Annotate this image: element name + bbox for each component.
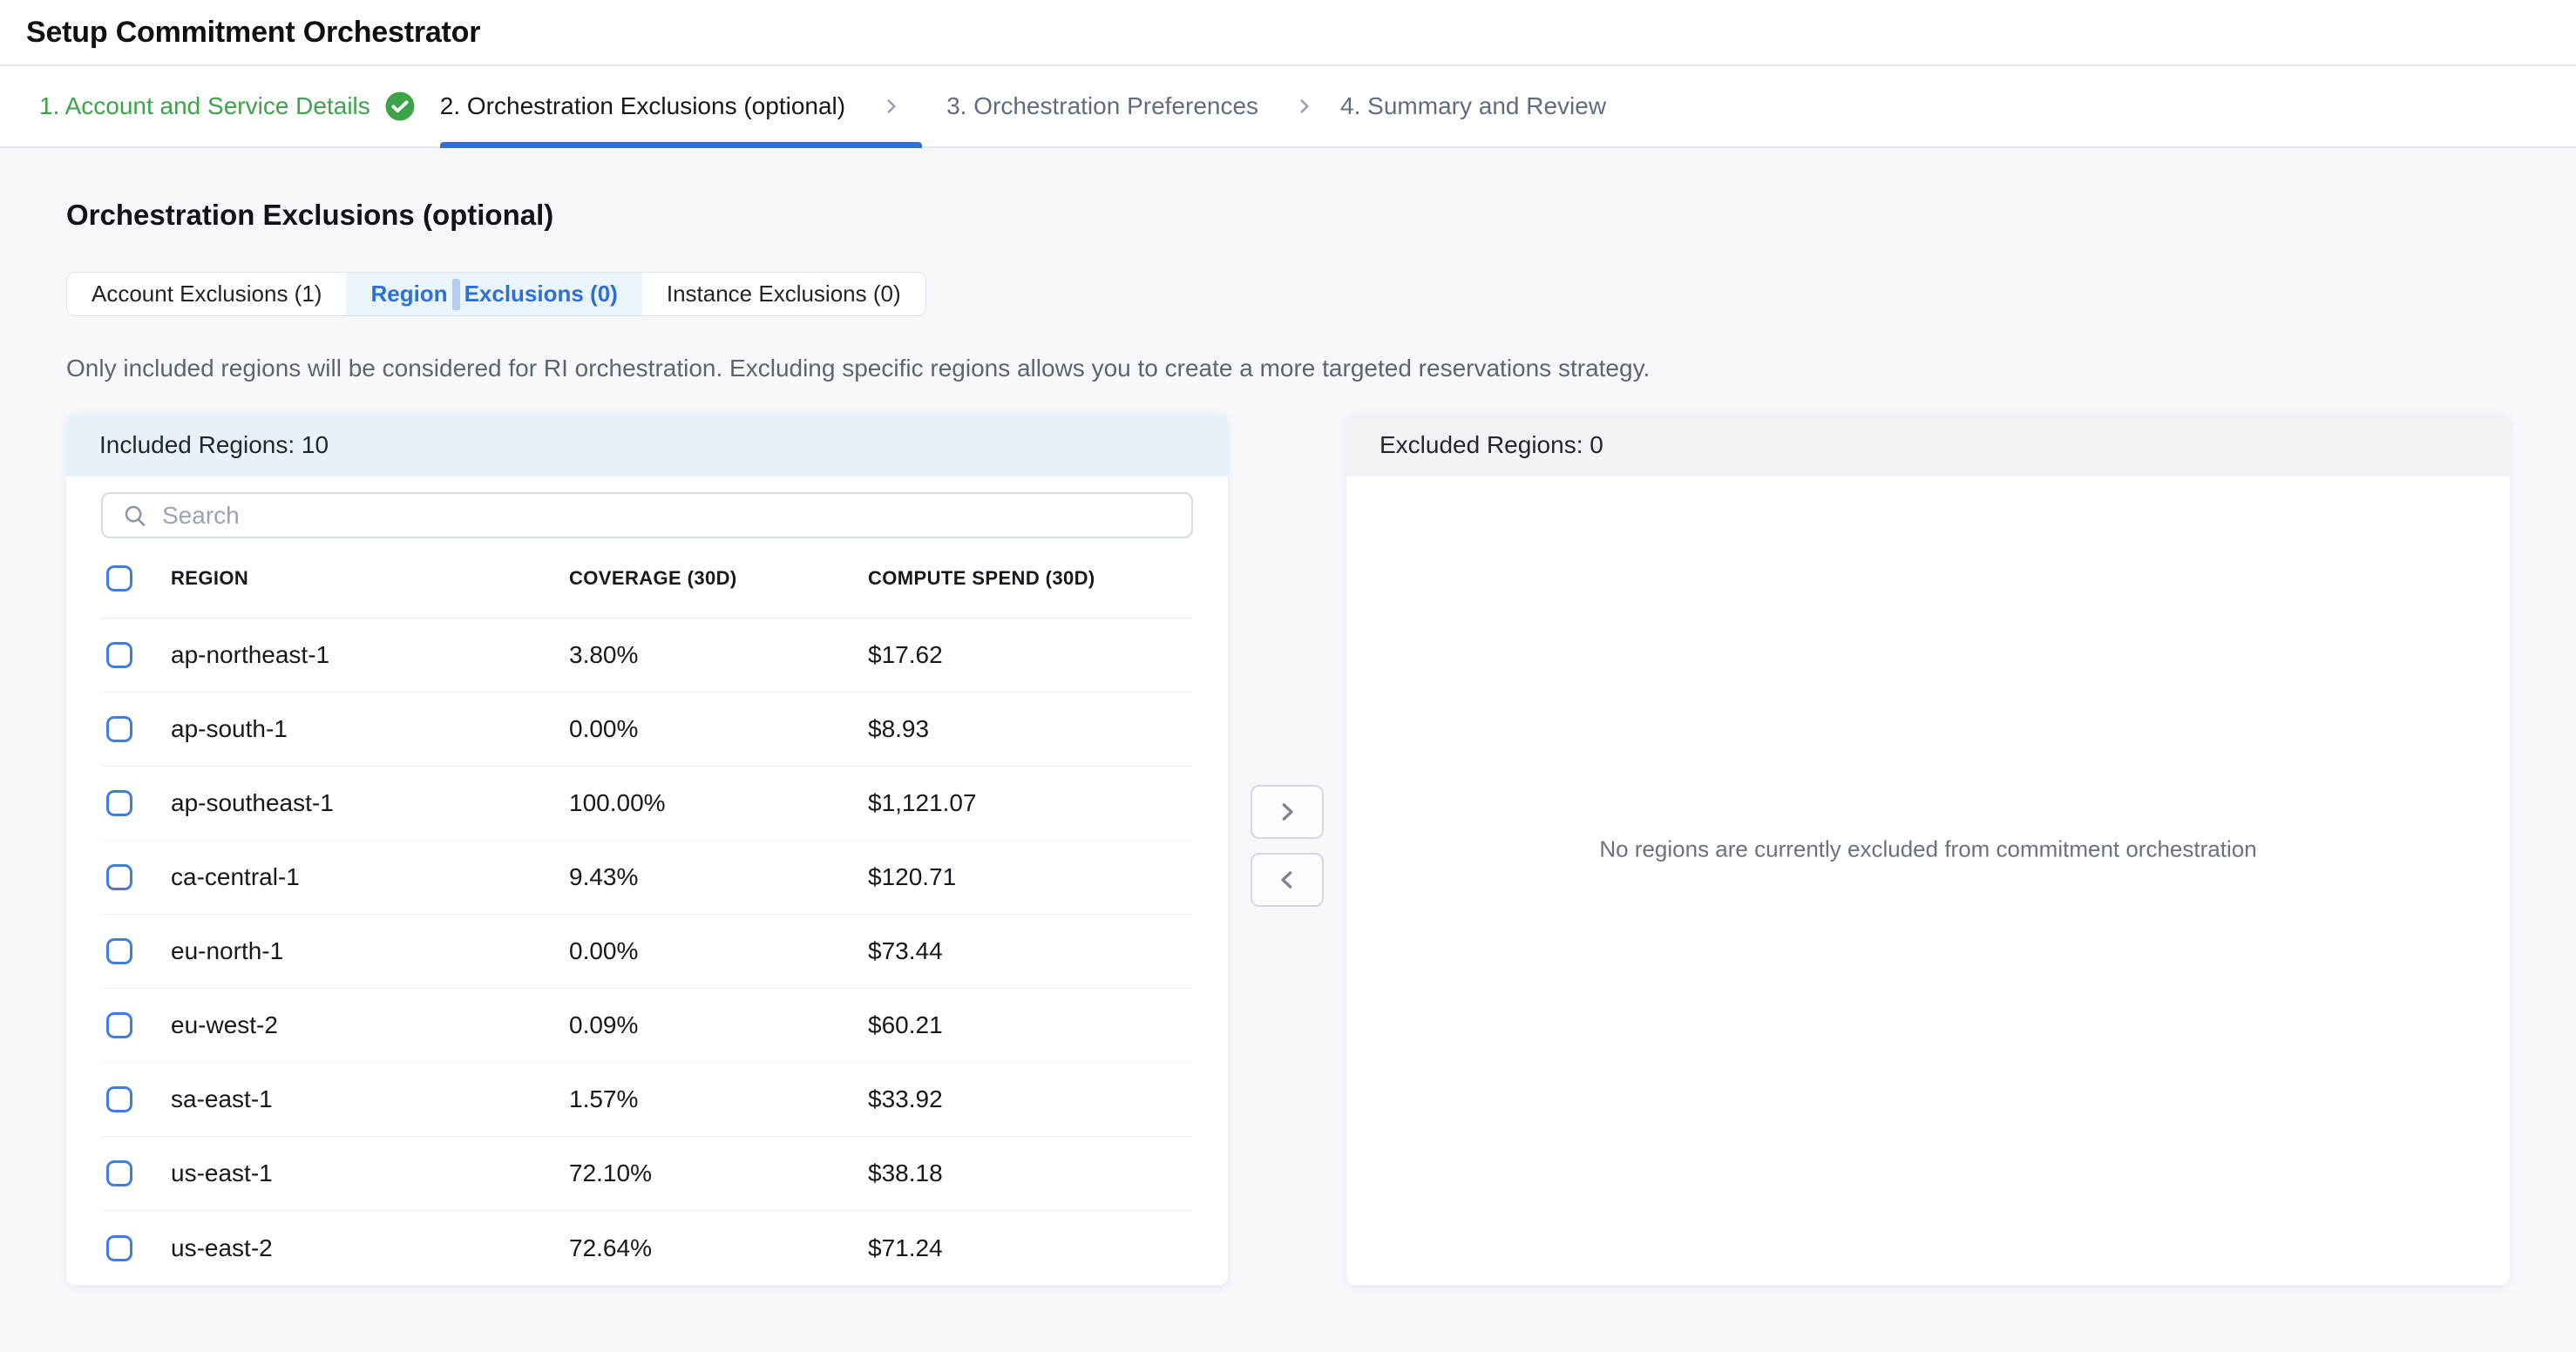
table-row[interactable]: us-east-1 72.10% $38.18 — [101, 1137, 1193, 1211]
excluded-empty-message: No regions are currently excluded from c… — [1599, 835, 2257, 862]
step-label: 2. Orchestration Exclusions (optional) — [439, 92, 846, 119]
step-label: 1. Account and Service Details — [39, 92, 370, 119]
step-orchestration-preferences[interactable]: 3. Orchestration Preferences — [946, 66, 1316, 146]
tab-instance-exclusions[interactable]: Instance Exclusions (0) — [666, 281, 901, 307]
region-transfer-panels: Included Regions: 10 REGION COVERAGE (30… — [66, 414, 2510, 1285]
row-checkbox[interactable] — [106, 864, 132, 890]
section-heading: Orchestration Exclusions (optional) — [66, 199, 554, 231]
table-row[interactable]: ap-northeast-1 3.80% $17.62 — [101, 619, 1193, 693]
step-label: 4. Summary and Review — [1340, 92, 1607, 119]
cell-coverage: 9.43% — [569, 863, 639, 890]
section-description: Only included regions will be considered… — [66, 355, 1651, 382]
row-checkbox[interactable] — [106, 938, 132, 964]
cell-coverage: 3.80% — [569, 641, 639, 668]
row-checkbox[interactable] — [106, 716, 132, 742]
cell-coverage: 1.57% — [569, 1085, 639, 1112]
tab-account-exclusions[interactable]: Account Exclusions (1) — [92, 281, 322, 307]
cell-region: ap-southeast-1 — [171, 789, 334, 816]
column-header-region: REGION — [171, 566, 249, 589]
page-title: Setup Commitment Orchestrator — [26, 15, 481, 49]
table-row[interactable]: eu-north-1 0.00% $73.44 — [101, 915, 1193, 989]
move-to-included-button[interactable] — [1251, 853, 1324, 907]
row-checkbox[interactable] — [106, 1086, 132, 1112]
excluded-regions-header: Excluded Regions: 0 — [1346, 414, 2510, 477]
move-to-excluded-button[interactable] — [1251, 785, 1324, 839]
cell-spend: $1,121.07 — [868, 789, 977, 816]
chevron-right-icon — [887, 99, 896, 113]
cell-coverage: 0.00% — [569, 937, 639, 964]
row-checkbox[interactable] — [106, 642, 132, 668]
region-table: REGION COVERAGE (30D) COMPUTE SPEND (30D… — [101, 538, 1193, 1285]
cell-region: sa-east-1 — [171, 1085, 273, 1112]
step-label: 3. Orchestration Preferences — [946, 92, 1259, 119]
step-summary-review[interactable]: 4. Summary and Review — [1340, 66, 1606, 146]
cell-spend: $17.62 — [868, 641, 943, 668]
cell-spend: $8.93 — [868, 715, 930, 742]
included-regions-panel: Included Regions: 10 REGION COVERAGE (30… — [66, 414, 1228, 1285]
step-account-service-details[interactable]: 1. Account and Service Details — [39, 66, 416, 146]
row-checkbox[interactable] — [106, 1012, 132, 1038]
row-checkbox[interactable] — [106, 1160, 132, 1186]
chevron-left-icon — [1281, 871, 1292, 889]
table-row[interactable]: sa-east-1 1.57% $33.92 — [101, 1063, 1193, 1137]
search-input[interactable] — [162, 501, 1172, 530]
chevron-right-icon — [1282, 803, 1293, 821]
cell-spend: $33.92 — [868, 1085, 943, 1112]
cell-region: us-east-2 — [171, 1234, 273, 1261]
row-checkbox[interactable] — [106, 790, 132, 816]
column-header-spend: COMPUTE SPEND (30D) — [868, 566, 1095, 589]
excluded-regions-panel: Excluded Regions: 0 No regions are curre… — [1346, 414, 2510, 1285]
region-search — [101, 492, 1193, 538]
cell-spend: $120.71 — [868, 863, 957, 890]
table-row[interactable]: eu-west-2 0.09% $60.21 — [101, 989, 1193, 1063]
cell-spend: $73.44 — [868, 937, 943, 964]
chevron-right-icon — [1300, 99, 1309, 113]
tab-region-exclusions[interactable]: Region Exclusions (0) — [346, 273, 642, 315]
step-complete-check-icon — [385, 91, 415, 121]
transfer-controls — [1228, 414, 1346, 1285]
cell-coverage: 100.00% — [569, 789, 666, 816]
text-cursor — [451, 278, 460, 310]
region-table-body: ap-northeast-1 3.80% $17.62 ap-south-1 0… — [101, 619, 1193, 1285]
cell-region: ap-northeast-1 — [171, 641, 330, 668]
select-all-checkbox[interactable] — [106, 564, 132, 592]
exclusion-type-tabs: Account Exclusions (1) Region Exclusions… — [66, 272, 926, 316]
row-checkbox[interactable] — [106, 1234, 132, 1261]
cell-coverage: 72.10% — [569, 1159, 652, 1186]
cell-spend: $71.24 — [868, 1234, 943, 1261]
cell-coverage: 72.64% — [569, 1234, 652, 1261]
included-regions-header: Included Regions: 10 — [66, 414, 1228, 477]
table-row[interactable]: us-east-2 72.64% $71.24 — [101, 1211, 1193, 1285]
table-row[interactable]: ca-central-1 9.43% $120.71 — [101, 841, 1193, 915]
column-header-coverage: COVERAGE (30D) — [569, 566, 737, 589]
active-step-underline — [439, 142, 923, 148]
search-icon — [125, 505, 146, 526]
main-content: Orchestration Exclusions (optional) Acco… — [0, 199, 2576, 1285]
cell-coverage: 0.00% — [569, 715, 639, 742]
title-bar: Setup Commitment Orchestrator — [0, 0, 2576, 66]
step-orchestration-exclusions[interactable]: 2. Orchestration Exclusions (optional) — [439, 66, 923, 148]
cell-region: us-east-1 — [171, 1159, 273, 1186]
cell-coverage: 0.09% — [569, 1011, 639, 1038]
cell-region: ca-central-1 — [171, 863, 300, 890]
cell-region: eu-west-2 — [171, 1011, 278, 1038]
table-row[interactable]: ap-southeast-1 100.00% $1,121.07 — [101, 767, 1193, 841]
setup-stepper: 1. Account and Service Details 2. Orches… — [0, 66, 2576, 148]
cell-region: ap-south-1 — [171, 715, 288, 742]
table-row[interactable]: ap-south-1 0.00% $8.93 — [101, 693, 1193, 767]
cell-spend: $38.18 — [868, 1159, 943, 1186]
region-table-header: REGION COVERAGE (30D) COMPUTE SPEND (30D… — [101, 538, 1193, 619]
cell-spend: $60.21 — [868, 1011, 943, 1038]
cell-region: eu-north-1 — [171, 937, 284, 964]
